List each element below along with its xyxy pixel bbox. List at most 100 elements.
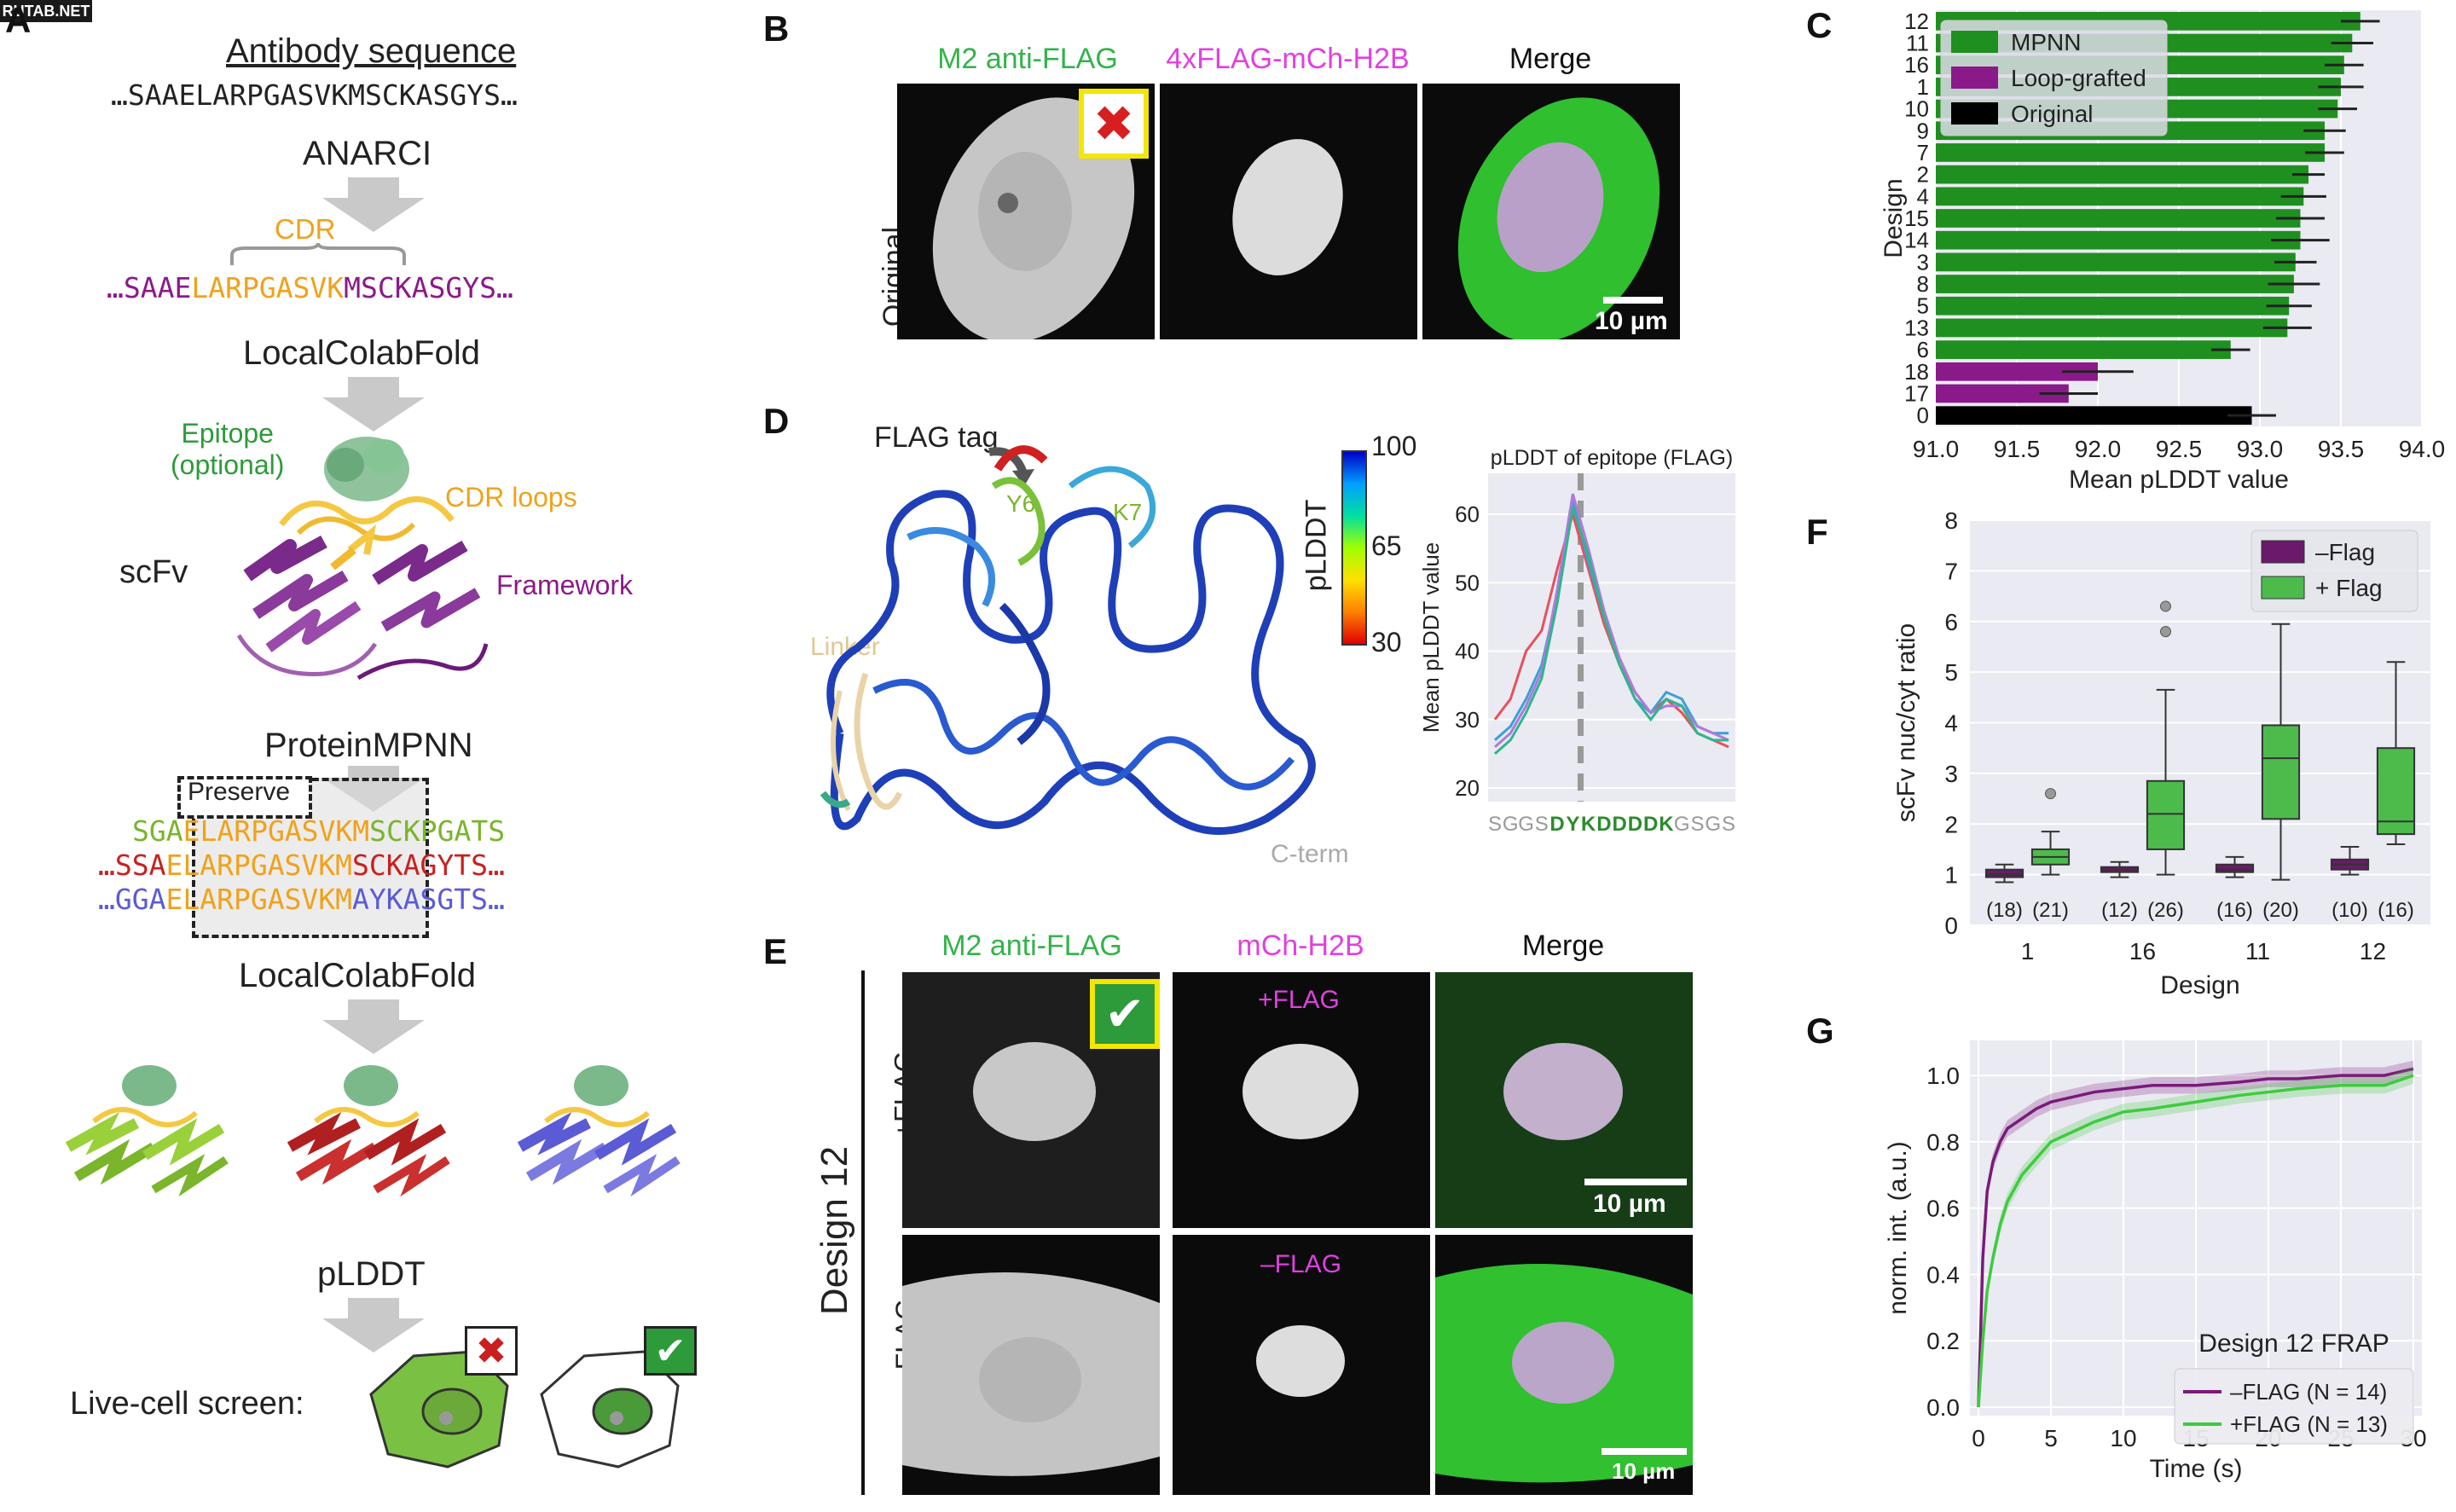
box bbox=[2261, 724, 2301, 820]
box bbox=[2146, 779, 2186, 850]
x-residue-label: S bbox=[1535, 813, 1549, 836]
series-line bbox=[1494, 507, 1729, 755]
y-tick-label: 1 bbox=[1944, 862, 1958, 889]
screen-fail-badge: ✖ bbox=[465, 1326, 518, 1376]
sample-count: (20) bbox=[2262, 899, 2299, 922]
y-tick-label: 0.6 bbox=[1926, 1196, 1960, 1222]
tag-plus-flag: +FLAG bbox=[1258, 986, 1340, 1014]
y-tick-label: 4 bbox=[1917, 183, 1929, 209]
sample-count: (10) bbox=[2331, 899, 2368, 922]
x-axis-label: Time (s) bbox=[2150, 1455, 2243, 1483]
bar bbox=[1936, 143, 2325, 162]
y-tick-label: 5 bbox=[1944, 659, 1958, 686]
arrow-3 bbox=[348, 766, 399, 778]
panel-e-image-flag-plus bbox=[902, 972, 1160, 1228]
annotated-sequence: …SAAELARPGASVKMSCKASGYS… bbox=[107, 271, 513, 304]
arrow-4-head bbox=[322, 1020, 425, 1054]
bar bbox=[1936, 318, 2288, 338]
predicted-structure-red bbox=[287, 1065, 450, 1197]
y-tick-label: 50 bbox=[1455, 570, 1480, 595]
antibody-sequence: …SAAELARPGASVKMSCKASGYS… bbox=[111, 78, 518, 112]
mpnn-seq3-mid: ELARPGASVKM bbox=[165, 883, 353, 916]
x-residue-label: G bbox=[1503, 813, 1519, 836]
framework-label: Framework bbox=[496, 570, 634, 600]
sample-count: (18) bbox=[1986, 899, 2023, 922]
y-tick-label: 1 bbox=[1917, 74, 1929, 100]
legend-label: + Flag bbox=[2315, 575, 2383, 601]
x-tick-label: 10 bbox=[2110, 1425, 2136, 1451]
scfv-label: scFv bbox=[119, 554, 188, 590]
step-localcolabfold-1: LocalColabFold bbox=[243, 334, 480, 372]
box bbox=[2376, 747, 2416, 836]
y-tick-label: 4 bbox=[1944, 710, 1958, 737]
bar bbox=[1936, 296, 2290, 316]
x-residue-label: D bbox=[1628, 813, 1642, 836]
fail-badge-icon: ✖ bbox=[1079, 89, 1149, 159]
predicted-structure-blue bbox=[517, 1065, 681, 1197]
tag-minus-flag: –FLAG bbox=[1260, 1250, 1342, 1278]
x-residue-label: Y bbox=[1566, 813, 1579, 836]
x-residue-label: D bbox=[1549, 813, 1564, 836]
panel-letter-d: D bbox=[763, 401, 790, 441]
sample-count: (12) bbox=[2101, 899, 2138, 922]
y-tick-label: 5 bbox=[1917, 293, 1929, 319]
arrow-5-head bbox=[322, 1318, 425, 1353]
seq-cdr: LARPGASVK bbox=[191, 271, 345, 304]
panel-b-header-3: Merge bbox=[1509, 43, 1592, 75]
outlier-point bbox=[2045, 788, 2056, 800]
panel-e-header-3: Merge bbox=[1521, 930, 1605, 962]
epitope-label-line1: Epitope bbox=[181, 418, 274, 449]
sample-count: (26) bbox=[2147, 899, 2184, 922]
x-residue-label: G bbox=[1705, 813, 1721, 836]
bar bbox=[1936, 362, 2098, 381]
epitope-label-line2: (optional) bbox=[171, 449, 285, 480]
nucleus-e3 bbox=[1256, 1325, 1345, 1397]
x-tick-label: 93.5 bbox=[2318, 436, 2365, 462]
nucleus-e2 bbox=[1242, 1044, 1358, 1139]
y-tick-label: 17 bbox=[1904, 380, 1929, 406]
panel-e-image-merge-minus bbox=[1435, 1235, 1693, 1495]
outlier-point bbox=[2160, 626, 2171, 638]
colorbar-tick-30: 30 bbox=[1371, 627, 1402, 658]
x-tick-label: 1 bbox=[2021, 938, 2035, 965]
sample-count: (16) bbox=[2378, 899, 2414, 922]
cdr-loops-label: CDR loops bbox=[445, 482, 577, 513]
merge-e1 bbox=[1503, 1043, 1623, 1140]
legend-label: –FLAG (N = 14) bbox=[2230, 1379, 2387, 1405]
mpnn-sequence-3: …GGAELARPGASVKMAYKASGTS… bbox=[98, 883, 505, 916]
legend-label: Original bbox=[2011, 101, 2093, 127]
y-axis-label: norm. int. (a.u.) bbox=[1884, 1141, 1912, 1314]
y-tick-label: 0.0 bbox=[1926, 1394, 1960, 1421]
mpnn-seq3-pre: …GGA bbox=[98, 883, 166, 916]
step-plddt: pLDDT bbox=[317, 1255, 426, 1293]
y-tick-label: 18 bbox=[1904, 359, 1929, 385]
colorbar-tick-65: 65 bbox=[1371, 530, 1402, 561]
y-tick-label: 1.0 bbox=[1926, 1063, 1960, 1089]
bar bbox=[1936, 275, 2294, 293]
arrow-4 bbox=[348, 999, 399, 1020]
bar bbox=[1936, 384, 2069, 403]
outlier-point bbox=[2160, 600, 2171, 612]
colorbar-tick-100: 100 bbox=[1371, 431, 1417, 461]
mpnn-seq2-pre: …SSA bbox=[98, 849, 166, 882]
mpnn-seq3-post: AYKASGTS… bbox=[352, 883, 505, 916]
live-cell-screen-label: Live-cell screen: bbox=[70, 1386, 304, 1422]
plddt-colorbar bbox=[1341, 450, 1367, 646]
seq-framework-post: MSCKASGYS… bbox=[344, 271, 513, 304]
scfv-structure-illustration bbox=[236, 437, 489, 681]
y-tick-label: 10 bbox=[1904, 96, 1929, 122]
x-residue-label: S bbox=[1488, 813, 1502, 836]
panel-e-image-h2b-plus bbox=[1173, 972, 1430, 1228]
arrow-1-head bbox=[322, 198, 425, 232]
bar bbox=[1936, 187, 2304, 206]
step-localcolabfold-2: LocalColabFold bbox=[239, 957, 476, 994]
y-tick-label: 0.2 bbox=[1926, 1328, 1960, 1354]
legend-swatch bbox=[1951, 102, 1998, 125]
y-tick-label: 3 bbox=[1944, 761, 1958, 787]
arrow-1 bbox=[348, 177, 399, 198]
x-residue-label: K bbox=[1581, 813, 1596, 836]
y-tick-label: 0.8 bbox=[1926, 1129, 1960, 1156]
panel-letter-c: C bbox=[1806, 5, 1833, 45]
design-group-label: Design 12 bbox=[814, 1145, 856, 1316]
